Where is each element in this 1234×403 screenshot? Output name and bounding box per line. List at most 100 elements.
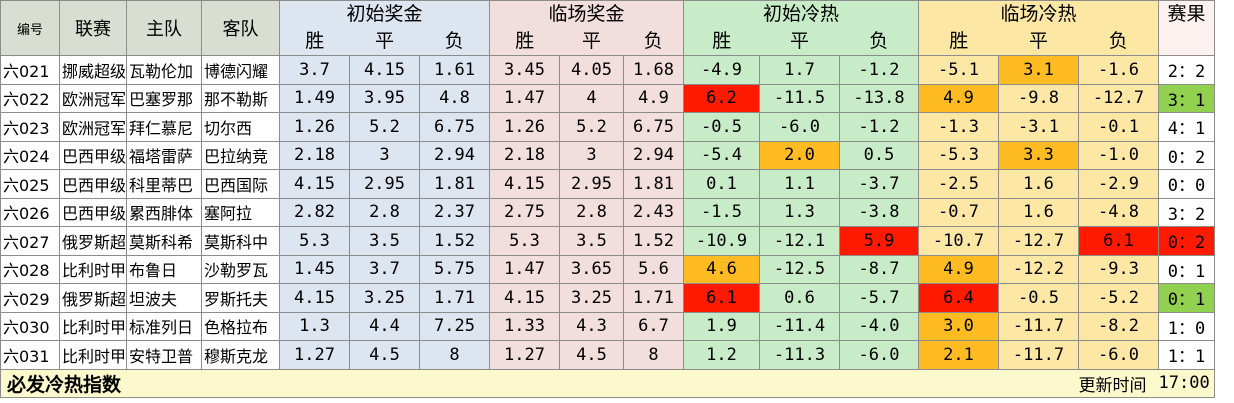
init-heat-draw: 1.3 (759, 197, 841, 227)
live-heat-lose: -0.1 (1078, 112, 1160, 142)
init-prize-win: 2.82 (279, 197, 351, 227)
header-live-heat: 临场冷热 (918, 0, 1160, 28)
init-heat-win: 1.2 (683, 340, 761, 370)
match-result: 0：2 (1158, 226, 1216, 256)
live-heat-win: -5.1 (918, 55, 1000, 85)
table-row: 六027 俄罗斯超 莫斯科希 莫斯科中 5.3 3.5 1.52 5.3 3.5 1.52 -10.… (0, 226, 1216, 256)
init-prize-lose: 4.8 (419, 83, 491, 113)
init-heat-draw: -6.0 (759, 112, 841, 142)
home-team: 布鲁日 (126, 254, 203, 284)
live-heat-draw: 3.1 (998, 55, 1080, 85)
header-live-draw: 平 (559, 27, 624, 56)
update-time-label: 更新时间 (1078, 368, 1159, 398)
match-id: 六030 (0, 311, 60, 341)
init-heat-lose: -3.7 (839, 169, 920, 199)
live-prize-win: 1.27 (489, 340, 561, 370)
init-heat-win: -1.5 (683, 197, 761, 227)
table-row: 六025 巴西甲级 科里蒂巴 巴西国际 4.15 2.95 1.81 4.15 2.95 1.81… (0, 169, 1216, 199)
match-id: 六027 (0, 226, 60, 256)
header-home: 主队 (126, 0, 203, 56)
init-prize-win: 1.27 (279, 340, 351, 370)
table-row: 六031 比利时甲 安特卫普 穆斯克龙 1.27 4.5 8 1.27 4.5 8 1.2 -11.3… (0, 340, 1216, 370)
table-row: 六026 巴西甲级 累西腓体 塞阿拉 2.82 2.8 2.37 2.75 2.8 2.43 -1.… (0, 197, 1216, 227)
match-result: 0：2 (1158, 140, 1216, 170)
table-row: 六030 比利时甲 标准列日 色格拉布 1.3 4.4 7.25 1.33 4.3 6.7 1.9-… (0, 311, 1216, 341)
init-prize-win: 5.3 (279, 226, 351, 256)
live-heat-lose: -1.0 (1078, 140, 1160, 170)
live-prize-win: 5.3 (489, 226, 561, 256)
home-team: 福塔雷萨 (126, 140, 203, 170)
away-team: 色格拉布 (201, 311, 281, 341)
live-heat-draw: -0.5 (998, 283, 1080, 313)
live-prize-draw: 2.95 (559, 169, 625, 199)
live-prize-win: 4.15 (489, 283, 561, 313)
away-team: 穆斯克龙 (201, 340, 281, 370)
live-prize-draw: 4.3 (559, 311, 625, 341)
match-result: 1：1 (1158, 340, 1216, 370)
header-result-blank (1158, 27, 1216, 56)
header-init-prize: 初始奖金 (279, 0, 491, 28)
init-prize-draw: 5.2 (349, 112, 421, 142)
live-heat-win: 3.0 (918, 311, 1000, 341)
away-team: 塞阿拉 (201, 197, 281, 227)
live-heat-lose: -5.2 (1078, 283, 1160, 313)
live-heat-draw: 1.6 (998, 169, 1080, 199)
update-time-value: 17:00 (1158, 368, 1216, 398)
match-id: 六021 (0, 55, 60, 85)
init-prize-lose: 2.94 (419, 140, 491, 170)
league-name: 挪威超级 (58, 55, 128, 85)
right-margin (1228, 0, 1234, 403)
live-prize-lose: 1.81 (623, 169, 685, 199)
init-heat-draw: 0.6 (759, 283, 841, 313)
table-row: 六022 欧洲冠军 巴塞罗那 那不勒斯 1.49 3.95 4.8 1.47 4 4.9 6.2 -1… (0, 83, 1216, 113)
league-name: 巴西甲级 (58, 169, 128, 199)
init-heat-draw: -12.5 (759, 254, 841, 284)
live-prize-draw: 4.05 (559, 55, 625, 85)
away-team: 博德闪耀 (201, 55, 281, 85)
header-ih-draw: 平 (759, 27, 840, 56)
live-prize-lose: 5.6 (623, 254, 685, 284)
init-heat-lose: -3.8 (839, 197, 920, 227)
live-prize-draw: 5.2 (559, 112, 625, 142)
home-team: 科里蒂巴 (126, 169, 203, 199)
live-heat-draw: 1.6 (998, 197, 1080, 227)
live-prize-win: 3.45 (489, 55, 561, 85)
live-prize-draw: 2.8 (559, 197, 625, 227)
init-prize-lose: 2.37 (419, 197, 491, 227)
live-heat-lose: -12.7 (1078, 83, 1160, 113)
init-prize-win: 1.49 (279, 83, 351, 113)
league-name: 比利时甲 (58, 340, 128, 370)
init-prize-lose: 7.25 (419, 311, 491, 341)
init-heat-draw: -11.3 (759, 340, 841, 370)
init-prize-draw: 3.5 (349, 226, 421, 256)
league-name: 欧洲冠军 (58, 83, 128, 113)
init-heat-draw: 1.7 (759, 55, 841, 85)
live-heat-win: -0.7 (918, 197, 1000, 227)
init-heat-lose: -13.8 (839, 83, 920, 113)
away-team: 莫斯科中 (201, 226, 281, 256)
init-heat-lose: -5.7 (839, 283, 920, 313)
init-prize-draw: 3.25 (349, 283, 421, 313)
init-heat-win: 1.9 (683, 311, 761, 341)
header-live-lose: 负 (623, 27, 685, 56)
live-heat-win: 2.1 (918, 340, 1000, 370)
init-heat-draw: -11.4 (759, 311, 841, 341)
init-prize-lose: 1.52 (419, 226, 491, 256)
match-result: 0：0 (1158, 169, 1216, 199)
live-heat-lose: -6.0 (1078, 340, 1160, 370)
match-result: 4：1 (1158, 112, 1216, 142)
table-row: 六023 欧洲冠军 拜仁慕尼 切尔西 1.26 5.2 6.75 1.26 5.2 6.75 -0.… (0, 112, 1216, 142)
init-heat-lose: -6.0 (839, 340, 920, 370)
init-prize-draw: 4.15 (349, 55, 421, 85)
init-heat-win: -4.9 (683, 55, 761, 85)
league-name: 俄罗斯超 (58, 283, 128, 313)
header-ih-win: 胜 (683, 27, 760, 56)
header-init-draw: 平 (349, 27, 420, 56)
live-prize-draw: 4.5 (559, 340, 625, 370)
live-heat-win: 4.9 (918, 83, 1000, 113)
home-team: 累西腓体 (126, 197, 203, 227)
init-heat-lose: -8.7 (839, 254, 920, 284)
init-prize-win: 2.18 (279, 140, 351, 170)
init-prize-lose: 8 (419, 340, 491, 370)
init-prize-draw: 2.8 (349, 197, 421, 227)
